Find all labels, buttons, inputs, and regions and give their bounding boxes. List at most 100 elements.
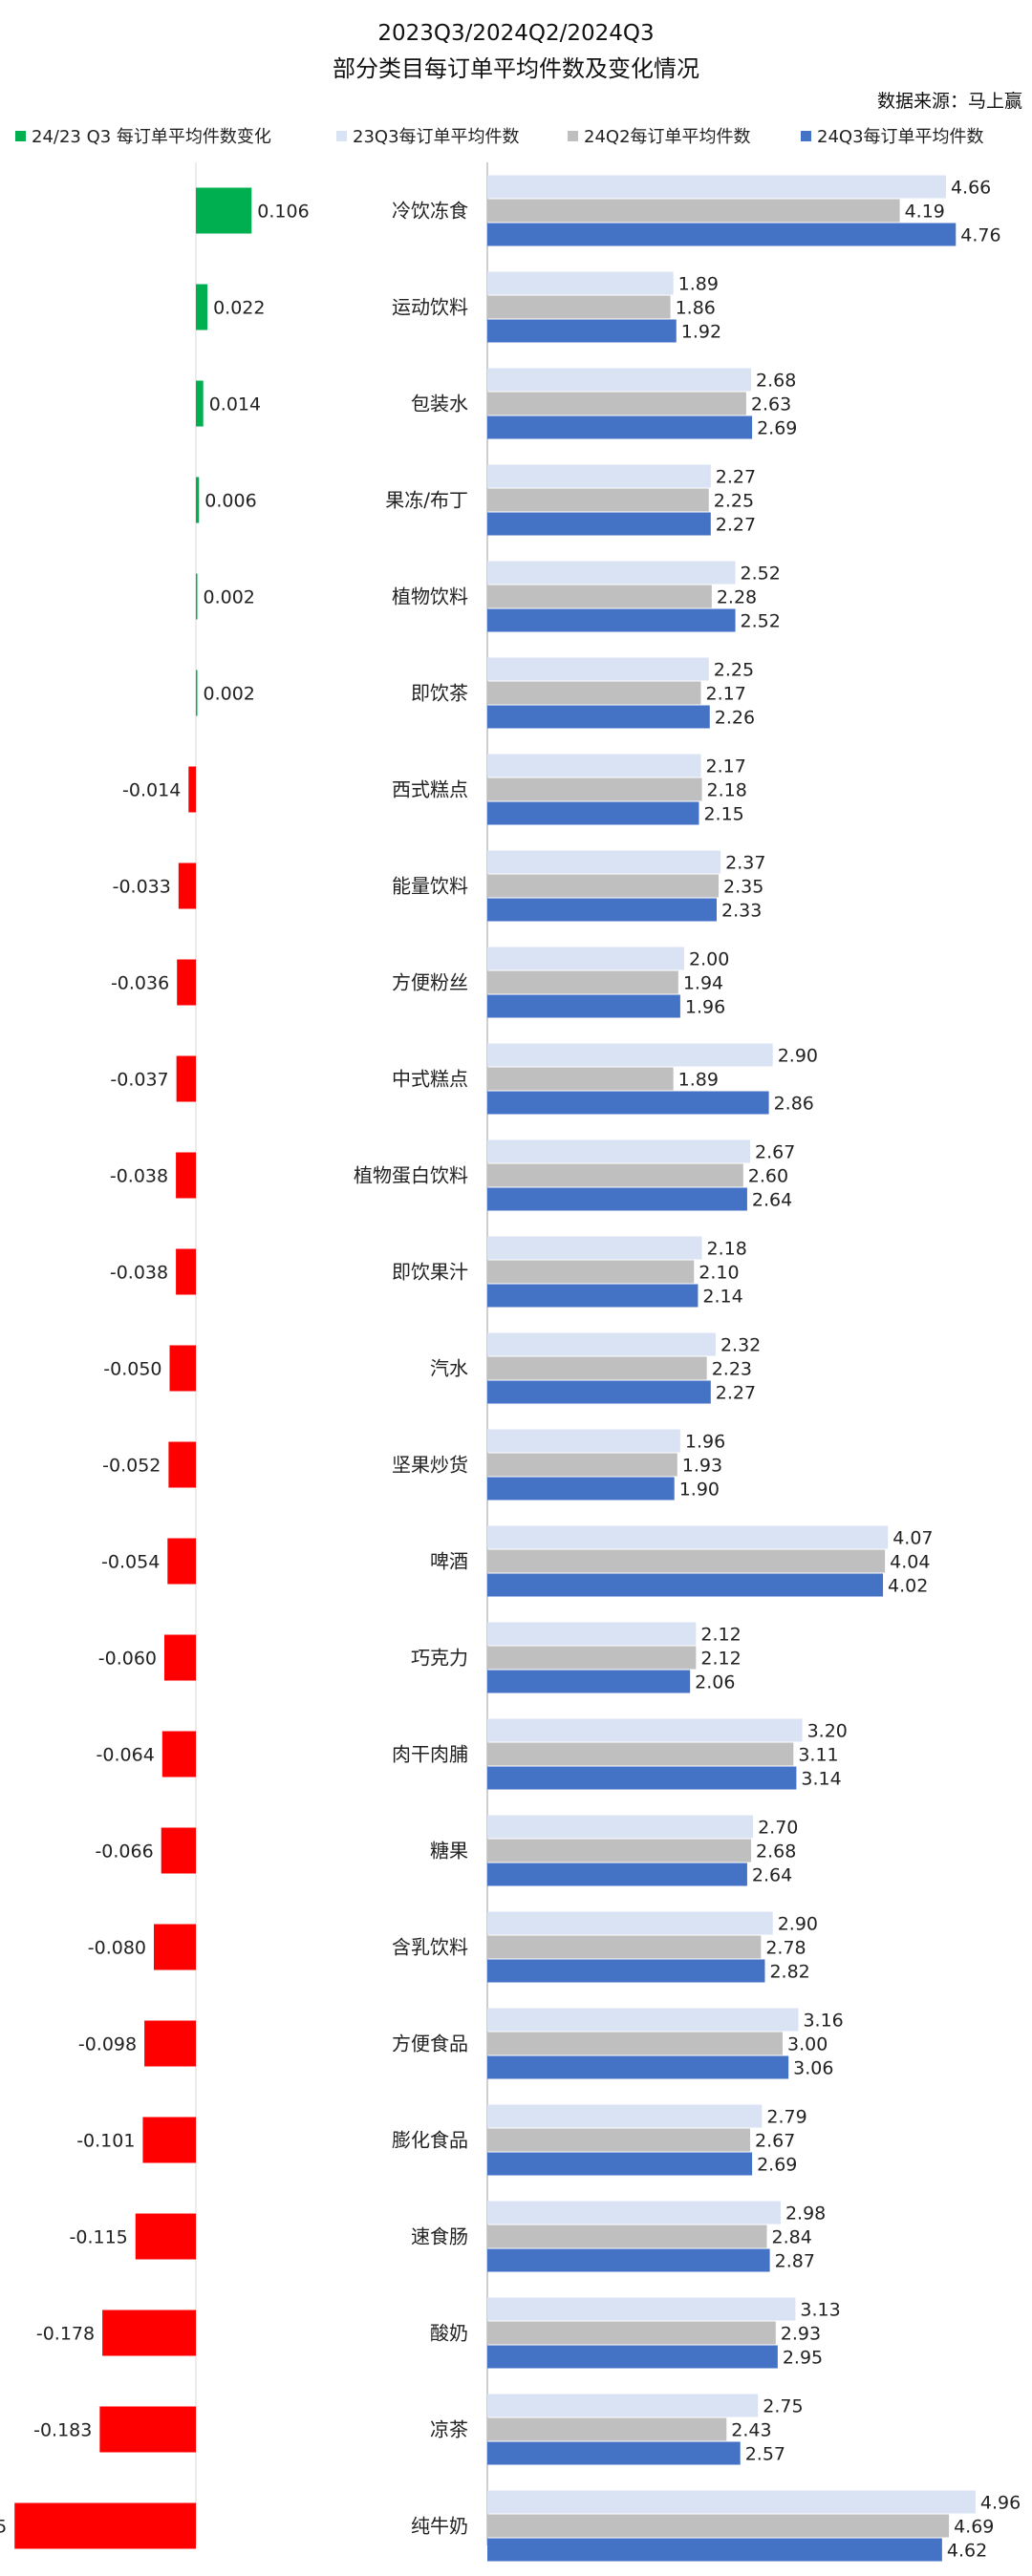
change-label: -0.038 xyxy=(110,1263,168,1284)
change-bar xyxy=(178,862,196,909)
change-label: -0.101 xyxy=(76,2131,135,2152)
category-label: 植物蛋白饮料 xyxy=(354,1164,468,1187)
value-bar xyxy=(487,681,701,705)
value-label: 2.26 xyxy=(715,708,755,729)
value-bar xyxy=(487,2321,776,2345)
change-bar xyxy=(154,1924,196,1970)
category-label: 方便粉丝 xyxy=(392,971,468,994)
value-bar xyxy=(487,415,753,439)
value-bar xyxy=(487,2248,770,2272)
value-bar xyxy=(487,1043,773,1067)
category-label: 即饮茶 xyxy=(411,682,468,705)
value-bar xyxy=(487,754,701,777)
value-label: 3.16 xyxy=(803,2011,843,2032)
value-label: 2.12 xyxy=(700,1649,741,1670)
value-label: 2.52 xyxy=(741,564,781,585)
value-bar xyxy=(487,1429,680,1453)
change-bar xyxy=(102,2310,196,2356)
value-label: 2.14 xyxy=(702,1287,742,1308)
value-label: 2.90 xyxy=(778,1046,818,1067)
value-bar xyxy=(487,1670,691,1693)
value-label: 2.27 xyxy=(716,515,756,536)
value-label: 4.96 xyxy=(980,2493,1021,2514)
value-bar xyxy=(487,947,684,970)
change-label: -0.036 xyxy=(111,973,169,994)
value-label: 2.63 xyxy=(751,394,791,415)
change-bar xyxy=(176,1152,196,1199)
category-label: 凉茶 xyxy=(430,2418,468,2441)
value-bar xyxy=(487,2152,753,2176)
change-bar xyxy=(196,670,198,716)
legend-swatch-24q2 xyxy=(568,131,578,141)
category-label: 中式糕点 xyxy=(392,1068,468,1091)
category-label: 汽水 xyxy=(430,1357,468,1380)
change-label: 0.002 xyxy=(204,684,255,705)
value-label: 4.62 xyxy=(947,2541,987,2562)
value-bar xyxy=(487,2394,759,2417)
value-bar xyxy=(487,1236,702,1260)
value-bar xyxy=(487,1622,697,1646)
chart-subtitle: 部分类目每订单平均件数及变化情况 xyxy=(333,55,699,82)
change-label: -0.066 xyxy=(95,1842,153,1863)
value-label: 2.15 xyxy=(703,804,743,825)
value-label: 4.07 xyxy=(892,1528,933,1549)
change-label: -0.060 xyxy=(98,1649,157,1670)
value-bar xyxy=(487,1453,677,1477)
legend-swatch-23q3 xyxy=(336,131,347,141)
change-label: -0.038 xyxy=(110,1166,168,1187)
value-label: 3.06 xyxy=(793,2058,833,2079)
value-bar xyxy=(487,2104,763,2128)
value-label: 2.69 xyxy=(757,418,797,439)
value-label: 2.64 xyxy=(752,1865,792,1886)
value-bar xyxy=(487,777,702,801)
value-label: 2.25 xyxy=(714,660,754,681)
value-label: 1.93 xyxy=(682,1456,722,1477)
change-bar xyxy=(196,380,204,427)
change-bar xyxy=(161,1731,196,1778)
value-label: 3.11 xyxy=(798,1745,838,1766)
category-label: 含乳饮料 xyxy=(392,1936,468,1959)
value-bar xyxy=(487,2345,778,2369)
change-label: 0.022 xyxy=(213,298,265,319)
value-label: 2.28 xyxy=(717,587,757,608)
value-bar xyxy=(487,2490,976,2514)
value-label: 1.96 xyxy=(685,1432,725,1453)
value-bar xyxy=(487,585,712,608)
category-label: 糖果 xyxy=(430,1840,468,1863)
value-bar xyxy=(487,512,711,536)
value-bar xyxy=(487,2128,751,2152)
value-bar xyxy=(487,1163,743,1187)
change-bar xyxy=(14,2502,196,2549)
value-bar xyxy=(487,392,746,415)
change-label: -0.098 xyxy=(78,2034,137,2055)
change-bar xyxy=(168,1441,196,1488)
value-bar xyxy=(487,1067,674,1091)
value-label: 4.19 xyxy=(905,202,945,223)
value-label: 1.92 xyxy=(681,322,721,343)
value-bar xyxy=(487,1959,765,1983)
category-label: 膨化食品 xyxy=(392,2129,468,2152)
value-label: 2.27 xyxy=(716,1383,756,1404)
value-bar xyxy=(487,705,710,729)
value-bar xyxy=(487,657,709,681)
category-label: 啤酒 xyxy=(430,1550,468,1573)
value-bar xyxy=(487,994,680,1018)
category-label: 西式糕点 xyxy=(392,778,468,801)
value-label: 2.84 xyxy=(772,2227,812,2248)
value-bar xyxy=(487,2032,783,2055)
value-bar xyxy=(487,488,709,512)
value-bar xyxy=(487,2514,950,2538)
value-label: 2.18 xyxy=(707,1239,747,1260)
change-label: -0.050 xyxy=(103,1359,161,1380)
value-label: 2.18 xyxy=(707,780,747,801)
value-label: 2.87 xyxy=(775,2251,815,2272)
category-label: 酸奶 xyxy=(430,2322,468,2345)
value-bar xyxy=(487,2055,789,2079)
value-label: 2.17 xyxy=(706,756,746,777)
change-bar xyxy=(144,2020,196,2067)
category-label: 方便食品 xyxy=(392,2033,468,2055)
change-bar xyxy=(177,959,196,1006)
legend-label-24q2: 24Q2每订单平均件数 xyxy=(584,127,751,147)
value-label: 2.70 xyxy=(758,1818,798,1839)
